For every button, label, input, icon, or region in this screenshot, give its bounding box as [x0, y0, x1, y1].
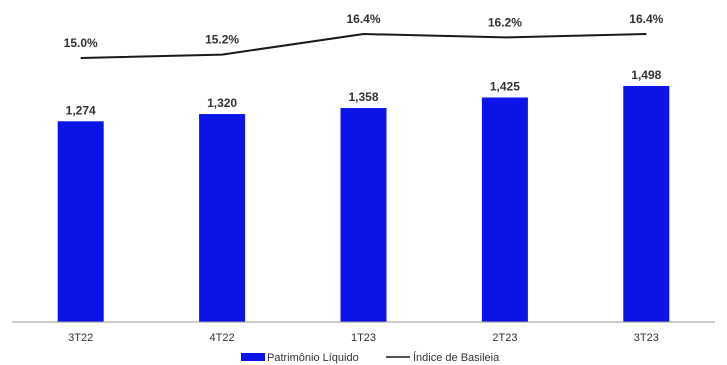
bar-3t23 — [623, 86, 670, 322]
bar-label-4t22: 1,320 — [207, 96, 237, 110]
bar-label-1t23: 1,358 — [348, 90, 378, 104]
bar-series — [57, 86, 670, 322]
line-indice-de-basileia — [80, 32, 647, 59]
bar-label-2t23: 1,425 — [490, 80, 520, 94]
bar-label-3t22: 1,274 — [66, 103, 96, 117]
line-data-labels: 15.0% 15.2% 16.4% 16.2% 16.4% — [64, 12, 664, 50]
legend: Patrimônio Líquido Índice de Basileia — [241, 351, 500, 364]
x-tick-1t23: 1T23 — [351, 332, 376, 344]
bar-4t22 — [199, 114, 246, 322]
line-series — [80, 32, 647, 59]
legend-swatch-patrimonio-liquido — [241, 353, 265, 361]
line-label-2t23: 16.2% — [488, 15, 522, 29]
legend-label-indice-de-basileia: Índice de Basileia — [413, 351, 500, 364]
legend-label-patrimonio-liquido: Patrimônio Líquido — [267, 352, 359, 364]
line-label-3t23: 16.4% — [629, 12, 663, 26]
x-tick-3t23: 3T23 — [634, 332, 659, 344]
x-tick-3t22: 3T22 — [68, 332, 93, 344]
line-label-4t22: 15.2% — [205, 33, 239, 47]
line-label-1t23: 16.4% — [346, 12, 380, 26]
x-axis-tick-labels: 3T22 4T22 1T23 2T23 3T23 — [68, 332, 659, 344]
x-tick-4t22: 4T22 — [210, 332, 235, 344]
bar-1t23 — [340, 108, 387, 322]
bar-label-3t23: 1,498 — [631, 68, 661, 82]
bar-data-labels: 1,274 1,320 1,358 1,425 1,498 — [66, 68, 662, 117]
bar-3t22 — [57, 121, 104, 322]
line-label-3t22: 15.0% — [64, 36, 98, 50]
bar-2t23 — [481, 97, 528, 322]
x-tick-2t23: 2T23 — [492, 332, 517, 344]
